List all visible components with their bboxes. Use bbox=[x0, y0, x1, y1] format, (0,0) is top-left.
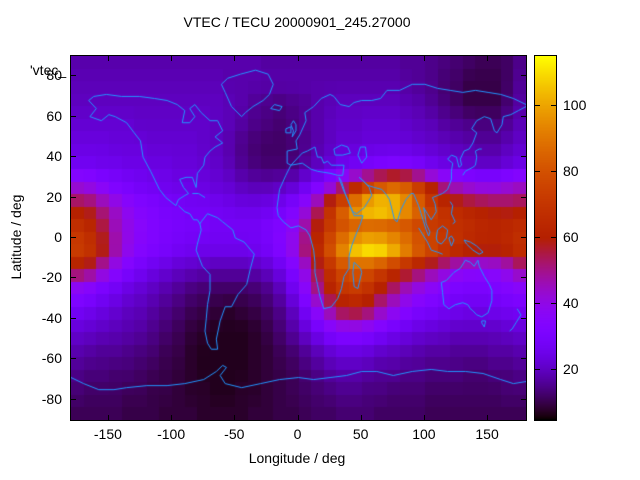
y-tick-mark bbox=[521, 115, 526, 117]
x-tick-mark bbox=[360, 415, 362, 420]
cb-tick-mark bbox=[551, 170, 556, 172]
x-tick-label: -50 bbox=[224, 426, 245, 442]
x-tick-mark bbox=[234, 56, 236, 61]
y-tick-mark bbox=[71, 196, 76, 198]
cb-tick-mark bbox=[551, 369, 556, 371]
x-tick-mark bbox=[487, 56, 489, 61]
x-tick-mark bbox=[107, 415, 109, 420]
y-tick-mark bbox=[71, 398, 76, 400]
x-tick-mark bbox=[423, 415, 425, 420]
x-tick-label: 150 bbox=[475, 426, 499, 442]
cb-tick-label: 80 bbox=[563, 162, 579, 179]
y-tick-mark bbox=[521, 237, 526, 238]
y-tick-mark bbox=[521, 156, 526, 158]
y-tick-label: -80 bbox=[41, 390, 62, 407]
x-tick-mark bbox=[171, 56, 173, 61]
y-tick-label: 80 bbox=[46, 67, 62, 84]
cb-tick-label: 60 bbox=[563, 229, 579, 245]
y-tick-label: 0 bbox=[54, 229, 62, 245]
x-tick-label: -100 bbox=[157, 426, 186, 442]
y-tick-mark bbox=[71, 75, 76, 77]
cb-tick-mark bbox=[535, 104, 540, 106]
colorbar bbox=[534, 55, 557, 421]
y-tick-mark bbox=[71, 237, 76, 238]
y-tick-mark bbox=[71, 115, 76, 117]
y-tick-mark bbox=[521, 398, 526, 400]
x-tick-mark bbox=[171, 415, 173, 420]
y-tick-mark bbox=[521, 75, 526, 77]
plot-area bbox=[70, 55, 527, 421]
cb-tick-label: 100 bbox=[563, 96, 587, 113]
y-tick-mark bbox=[71, 277, 76, 279]
x-tick-mark bbox=[107, 56, 109, 61]
chart-title: VTEC / TECU 20000901_245.27000 bbox=[183, 14, 411, 30]
cb-tick-mark bbox=[535, 369, 540, 371]
y-tick-mark bbox=[71, 156, 76, 158]
x-tick-mark bbox=[234, 415, 236, 420]
y-tick-mark bbox=[521, 317, 526, 319]
cb-tick-mark bbox=[551, 104, 556, 106]
heatmap-canvas bbox=[71, 56, 526, 420]
y-tick-mark bbox=[521, 196, 526, 198]
y-tick-mark bbox=[521, 277, 526, 279]
cb-tick-mark bbox=[551, 237, 556, 238]
y-tick-mark bbox=[521, 358, 526, 360]
x-tick-label: 100 bbox=[412, 426, 436, 442]
y-tick-label: -40 bbox=[41, 309, 62, 326]
y-tick-label: 40 bbox=[46, 148, 62, 165]
y-tick-mark bbox=[71, 358, 76, 360]
y-tick-label: 20 bbox=[46, 188, 62, 205]
y-tick-mark bbox=[71, 317, 76, 319]
x-tick-label: -150 bbox=[93, 426, 122, 442]
x-tick-label: 0 bbox=[293, 426, 302, 442]
cb-tick-mark bbox=[535, 303, 540, 305]
colorbar-canvas bbox=[535, 56, 556, 420]
x-tick-mark bbox=[297, 415, 299, 420]
x-tick-label: 50 bbox=[352, 426, 369, 442]
x-tick-mark bbox=[297, 56, 299, 61]
x-tick-mark bbox=[487, 415, 489, 420]
cb-tick-mark bbox=[551, 303, 556, 305]
key-label: 'vtec_ bbox=[30, 62, 67, 78]
x-tick-mark bbox=[360, 56, 362, 61]
cb-tick-label: 40 bbox=[563, 295, 579, 312]
cb-tick-label: 20 bbox=[563, 361, 579, 378]
y-tick-label: -60 bbox=[41, 350, 62, 367]
x-axis-label: Longitude / deg bbox=[248, 450, 346, 466]
cb-tick-mark bbox=[535, 237, 540, 238]
y-tick-label: -20 bbox=[41, 269, 62, 286]
y-tick-label: 60 bbox=[46, 107, 62, 124]
x-tick-mark bbox=[423, 56, 425, 61]
cb-tick-mark bbox=[535, 170, 540, 172]
